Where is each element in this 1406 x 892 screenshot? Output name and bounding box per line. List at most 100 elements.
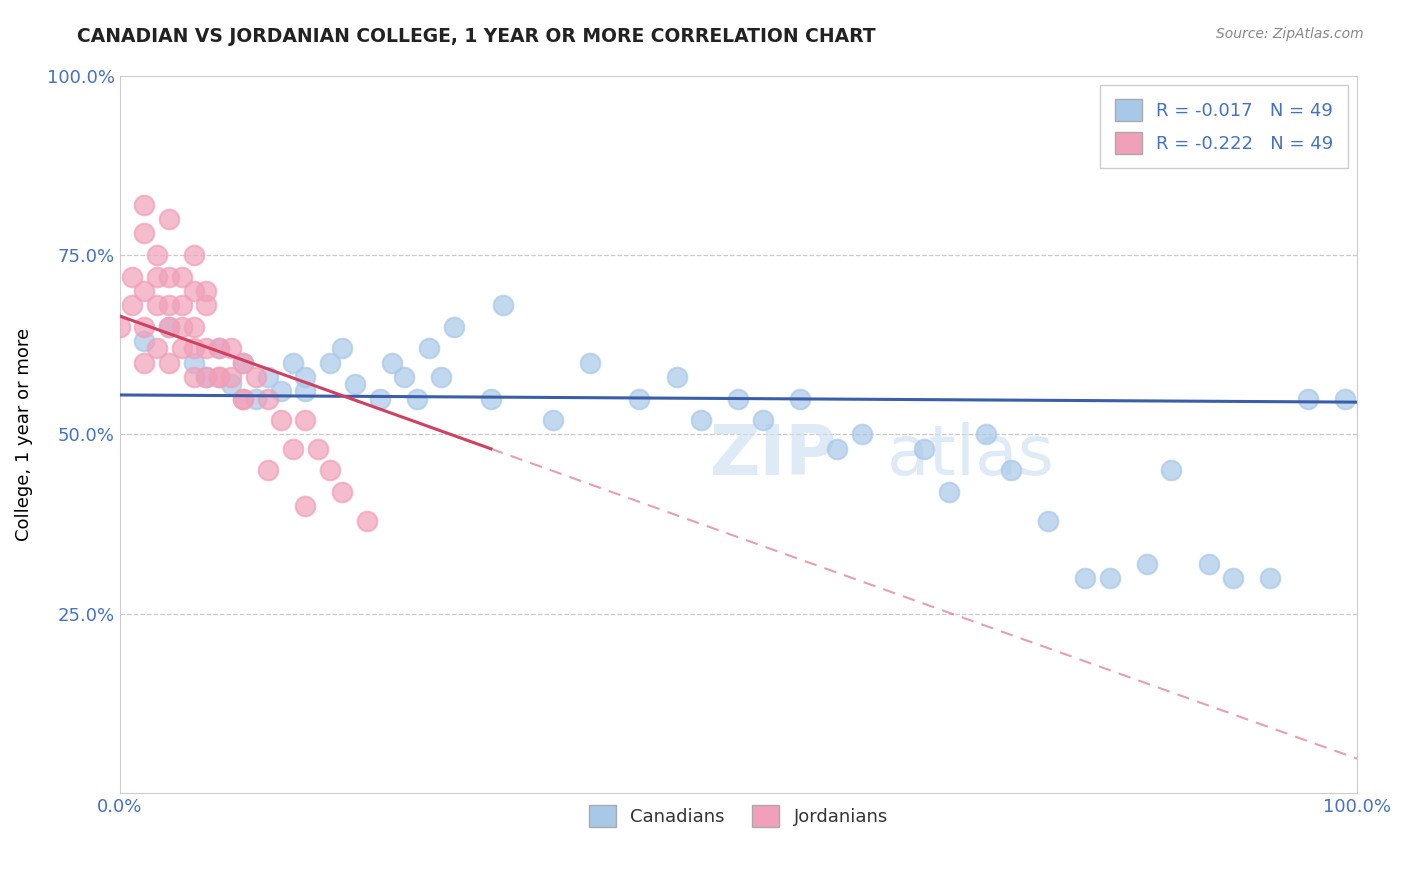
Point [789, 392, 811, 406]
Point [208, 341, 231, 355]
Point [579, 356, 602, 370]
Point [1260, 571, 1282, 585]
Point [319, 356, 342, 370]
Point [1036, 514, 1059, 528]
Point [418, 341, 440, 355]
Point [134, 334, 156, 348]
Point [912, 442, 935, 456]
Point [195, 298, 218, 312]
Point [134, 227, 156, 241]
Point [381, 356, 404, 370]
Point [183, 341, 205, 355]
Point [146, 269, 169, 284]
Point [1000, 463, 1022, 477]
Point [183, 248, 205, 262]
Point [146, 248, 169, 262]
Point [443, 319, 465, 334]
Point [332, 484, 354, 499]
Point [356, 514, 378, 528]
Point [257, 463, 280, 477]
Point [332, 341, 354, 355]
Point [219, 341, 242, 355]
Point [170, 269, 193, 284]
Point [170, 341, 193, 355]
Point [368, 392, 391, 406]
Point [1160, 463, 1182, 477]
Point [270, 413, 292, 427]
Point [195, 370, 218, 384]
Point [1074, 571, 1097, 585]
Point [690, 413, 713, 427]
Point [492, 298, 515, 312]
Point [183, 284, 205, 298]
Point [146, 298, 169, 312]
Point [294, 370, 316, 384]
Point [232, 392, 254, 406]
Point [343, 377, 366, 392]
Point [938, 484, 960, 499]
Point [219, 377, 242, 392]
Point [134, 356, 156, 370]
Point [183, 370, 205, 384]
Point [183, 319, 205, 334]
Point [752, 413, 775, 427]
Point [307, 442, 329, 456]
Point [1098, 571, 1121, 585]
Point [628, 392, 651, 406]
Point [157, 356, 180, 370]
Point [319, 463, 342, 477]
Text: CANADIAN VS JORDANIAN COLLEGE, 1 YEAR OR MORE CORRELATION CHART: CANADIAN VS JORDANIAN COLLEGE, 1 YEAR OR… [77, 27, 876, 45]
Point [121, 269, 143, 284]
Point [1222, 571, 1244, 585]
Point [157, 269, 180, 284]
Point [727, 392, 749, 406]
Point [134, 284, 156, 298]
Point [134, 319, 156, 334]
Y-axis label: College, 1 year or more: College, 1 year or more [15, 328, 32, 541]
Point [281, 356, 304, 370]
Point [219, 370, 242, 384]
Point [208, 370, 231, 384]
Point [294, 413, 316, 427]
Point [208, 370, 231, 384]
Point [195, 284, 218, 298]
Point [281, 442, 304, 456]
Point [208, 341, 231, 355]
Point [134, 198, 156, 212]
Point [232, 356, 254, 370]
Point [108, 319, 131, 334]
Point [405, 392, 427, 406]
Point [232, 392, 254, 406]
Text: ZIP: ZIP [710, 423, 838, 490]
Point [294, 384, 316, 399]
Point [1198, 557, 1220, 571]
Point [157, 298, 180, 312]
Point [1333, 392, 1355, 406]
Point [245, 392, 267, 406]
Point [157, 212, 180, 227]
Point [665, 370, 688, 384]
Point [541, 413, 564, 427]
Point [1136, 557, 1159, 571]
Point [146, 341, 169, 355]
Point [270, 384, 292, 399]
Text: atlas: atlas [887, 423, 1054, 490]
Text: Source: ZipAtlas.com: Source: ZipAtlas.com [1216, 27, 1364, 41]
Point [121, 298, 143, 312]
Point [170, 319, 193, 334]
Point [430, 370, 453, 384]
Point [394, 370, 416, 384]
Legend: Canadians, Jordanians: Canadians, Jordanians [582, 798, 896, 835]
Point [479, 392, 502, 406]
Point [195, 370, 218, 384]
Point [974, 427, 997, 442]
Point [827, 442, 849, 456]
Point [851, 427, 873, 442]
Point [157, 319, 180, 334]
Point [1296, 392, 1319, 406]
Point [257, 392, 280, 406]
Point [257, 370, 280, 384]
Point [157, 319, 180, 334]
Point [170, 298, 193, 312]
Point [183, 356, 205, 370]
